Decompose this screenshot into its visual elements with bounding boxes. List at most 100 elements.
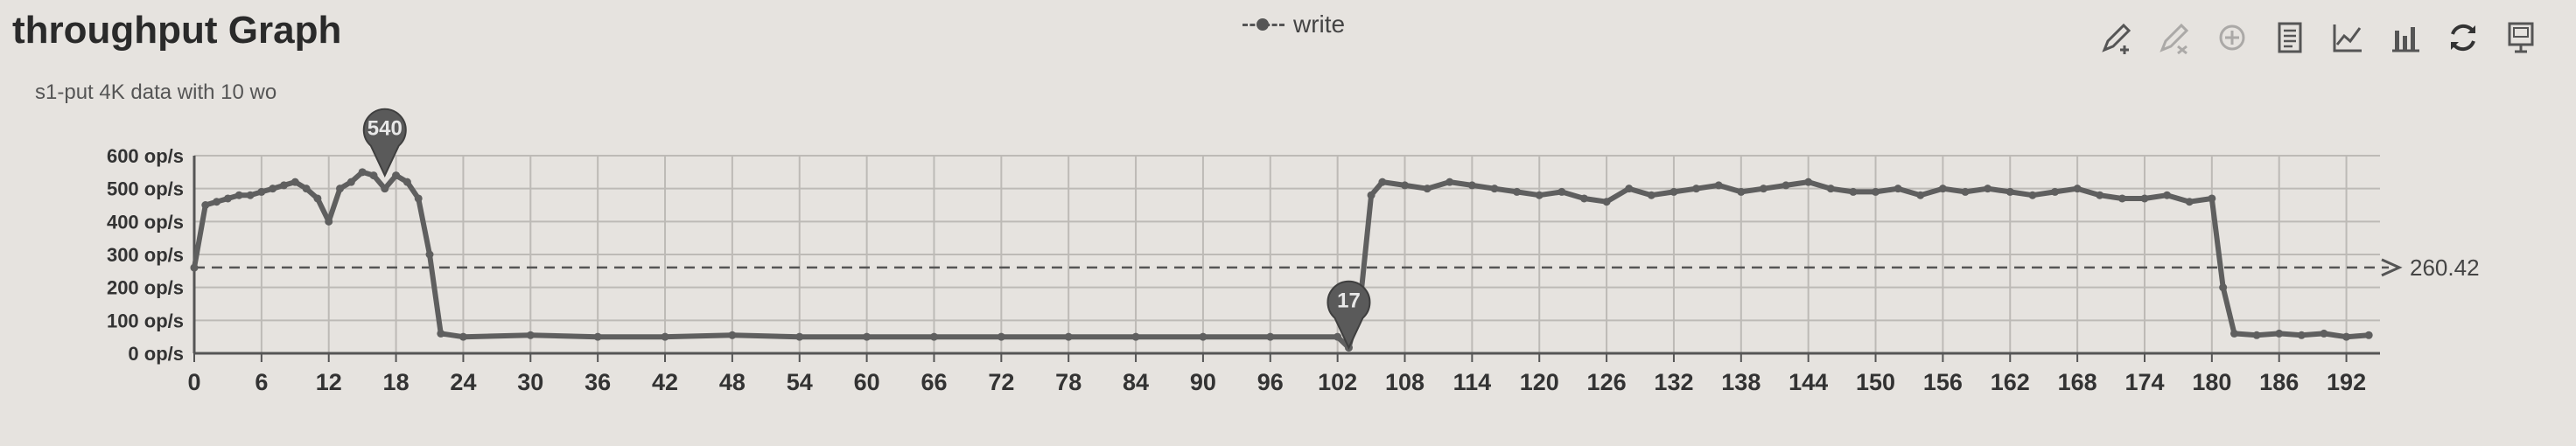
data-point: [1467, 181, 1476, 190]
data-point: [279, 181, 288, 190]
x-tick-label: 162: [1991, 369, 2030, 395]
refresh-icon[interactable]: [2443, 17, 2483, 58]
x-tick-label: 132: [1654, 369, 1693, 395]
data-point: [2219, 283, 2228, 292]
x-tick-label: 6: [255, 369, 268, 395]
data-point: [1513, 187, 1522, 196]
x-tick-label: 60: [854, 369, 880, 395]
x-tick-label: 186: [2259, 369, 2299, 395]
line-chart-icon[interactable]: [2328, 17, 2368, 58]
data-point: [346, 178, 355, 186]
x-tick-label: 102: [1318, 369, 1357, 395]
data-point: [414, 194, 423, 203]
data-point: [2028, 191, 2037, 199]
data-point: [223, 194, 232, 203]
data-point: [458, 332, 467, 341]
x-tick-label: 174: [2124, 369, 2164, 395]
x-tick-label: 150: [1856, 369, 1895, 395]
data-point: [2320, 329, 2328, 338]
average-mark-label: 260.42: [2410, 254, 2480, 281]
data-point: [661, 332, 669, 341]
data-point: [1490, 185, 1499, 193]
data-point: [2252, 331, 2261, 339]
data-point: [795, 332, 804, 341]
chart-subtitle: s1-put 4K data with 10 wo: [35, 80, 277, 104]
mark-point-pin: 17: [1326, 280, 1371, 350]
mark-point-label: 540: [368, 117, 402, 141]
x-tick-label: 12: [316, 369, 342, 395]
data-point: [1984, 185, 1992, 193]
data-point: [1446, 178, 1454, 186]
x-tick-label: 192: [2327, 369, 2366, 395]
data-point: [392, 171, 401, 180]
data-point: [213, 198, 221, 206]
y-tick-label: 300 op/s: [107, 244, 184, 266]
x-tick-label: 114: [1453, 369, 1492, 395]
x-tick-label: 78: [1055, 369, 1082, 395]
clear-pen-icon[interactable]: [2154, 17, 2194, 58]
pin-marker-icon: [362, 108, 407, 178]
data-point: [1782, 181, 1790, 190]
data-point: [1558, 187, 1566, 196]
data-point: [1737, 187, 1746, 196]
data-point: [1916, 191, 1925, 199]
data-point: [2342, 332, 2351, 341]
data-point: [1692, 185, 1701, 193]
x-tick-label: 90: [1190, 369, 1216, 395]
data-point: [302, 185, 311, 193]
data-point: [2118, 194, 2126, 203]
x-tick-label: 48: [719, 369, 746, 395]
data-point: [358, 168, 367, 177]
data-point: [1579, 194, 1588, 203]
data-point: [402, 178, 411, 186]
x-tick-label: 18: [383, 369, 410, 395]
x-tick-label: 42: [652, 369, 678, 395]
data-point: [269, 185, 277, 193]
y-tick-label: 100 op/s: [107, 310, 184, 331]
x-tick-label: 0: [187, 369, 200, 395]
data-point: [425, 250, 434, 259]
data-point: [1826, 185, 1835, 193]
save-image-icon[interactable]: [2501, 17, 2541, 58]
data-point: [201, 201, 210, 209]
x-tick-label: 168: [2058, 369, 2097, 395]
average-arrow-icon: [2381, 258, 2403, 277]
x-tick-label: 126: [1587, 369, 1627, 395]
data-point: [234, 191, 243, 199]
data-point: [1602, 198, 1611, 206]
data-point: [1938, 185, 1947, 193]
restore-icon[interactable]: [2212, 17, 2252, 58]
data-point: [1064, 332, 1073, 341]
x-tick-label: 180: [2192, 369, 2231, 395]
x-tick-label: 72: [988, 369, 1014, 395]
data-point: [1961, 187, 1970, 196]
bar-chart-icon[interactable]: [2385, 17, 2426, 58]
data-point: [2208, 194, 2216, 203]
chart-title: throughput Graph: [12, 9, 342, 52]
series-line-write: [192, 169, 2370, 351]
data-point: [2185, 198, 2194, 206]
x-tick-label: 84: [1123, 369, 1149, 395]
data-point: [246, 191, 255, 199]
data-point: [1714, 181, 1723, 190]
y-tick-label: 500 op/s: [107, 178, 184, 200]
data-point: [290, 178, 299, 186]
data-view-icon[interactable]: [2270, 17, 2310, 58]
data-point: [1199, 332, 1208, 341]
legend-item-write[interactable]: write: [1242, 10, 1345, 38]
data-point: [1849, 187, 1858, 196]
line-pen-icon[interactable]: [2096, 17, 2137, 58]
x-tick-label: 144: [1788, 369, 1828, 395]
data-point: [2163, 191, 2172, 199]
x-tick-label: 66: [920, 369, 947, 395]
data-point: [2140, 194, 2149, 203]
data-point: [381, 185, 389, 193]
data-point: [1647, 191, 1656, 199]
data-point: [2096, 191, 2104, 199]
data-point: [257, 187, 266, 196]
data-point: [1759, 185, 1768, 193]
x-tick-label: 108: [1385, 369, 1424, 395]
data-point: [1367, 191, 1376, 199]
mark-point-pin: 540: [362, 108, 407, 178]
